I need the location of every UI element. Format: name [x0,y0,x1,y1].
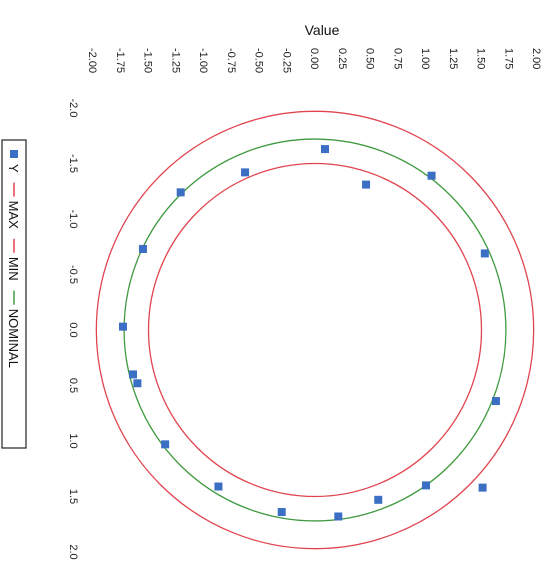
value-axis-tick-label: 2.00 [530,48,542,69]
second-axis-tick-label: 0.5 [67,378,79,393]
data-point [480,249,489,258]
value-axis-tick-label: 0.00 [308,48,320,69]
legend-label-y: Y [6,164,21,173]
legend-label-nominal: NOMINAL [6,309,21,368]
second-axis-tick-label: 0.0 [67,322,79,337]
legend-label-max: MAX [6,201,21,230]
second-axis-tick-label: 2.0 [67,544,79,559]
value-axis-tick-label: -0.75 [225,48,237,73]
value-axis-tick-label: 1.50 [475,48,487,69]
data-point [133,379,142,388]
data-point [161,440,170,449]
data-point [478,483,487,492]
value-axis-tick-label: -1.00 [197,48,209,73]
second-axis-tick-label: 1.5 [67,489,79,504]
value-axis-ticks: -2.00 -1.75 -1.50 -1.25 -1.00 -0.75 -0.50 -0.25… [86,48,542,73]
value-axis-tick-label: 0.50 [364,48,376,69]
value-axis-tick-label: 0.25 [336,48,348,69]
data-point [427,171,436,180]
data-point [491,397,500,406]
data-point [320,145,329,154]
value-axis-title: Value [305,22,340,38]
data-point [214,482,223,491]
value-axis-tick-label: -0.50 [253,48,265,73]
second-axis-tick-label: -1.5 [67,154,79,173]
value-axis-tick-label: -1.75 [114,48,126,73]
data-point [176,188,185,197]
second-axis-tick-label: -0.5 [67,265,79,284]
data-point [118,322,127,331]
second-axis-tick-label: -1.0 [67,210,79,229]
data-point [241,168,250,177]
legend: Y MAX MIN NOMINAL [1,139,27,449]
value-axis-tick-label: -2.00 [86,48,98,73]
value-axis-tick-label: -1.25 [169,48,181,73]
second-axis-tick-label: 1.0 [67,433,79,448]
series-max-circle [95,110,535,550]
legend-marker-y [10,150,18,158]
data-point [334,512,343,521]
value-axis-tick-label: -0.25 [280,48,292,73]
value-axis-tick-label: 1.00 [419,48,431,69]
data-point [128,370,137,379]
data-point [138,244,147,253]
value-axis-tick-label: 1.75 [502,48,514,69]
second-axis-tick-label: -2.0 [67,99,79,118]
data-point [362,180,371,189]
plot-area [95,110,535,550]
second-axis-ticks: -2.0 -1.5 -1.0 -0.5 0.0 0.5 1.0 1.5 2.0 [67,99,79,560]
data-point [277,508,286,517]
data-point [422,481,430,490]
legend-label-min: MIN [6,257,21,281]
series-min-circle [147,162,483,498]
data-point [374,495,383,504]
value-axis-tick-label: 0.75 [391,48,403,69]
value-axis-tick-label: 1.25 [447,48,459,69]
value-axis-tick-label: -1.50 [142,48,154,73]
